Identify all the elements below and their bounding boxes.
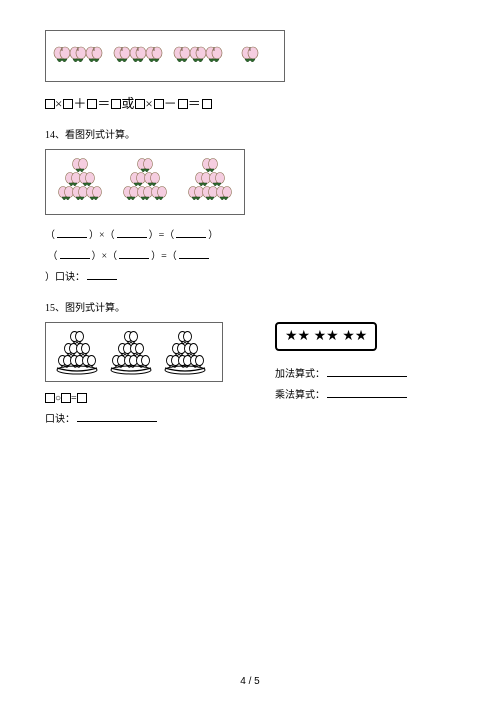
q14-eq3: ）口诀： [45,268,455,283]
q15-label: 15、图列式计算。 [45,299,455,314]
q15-koujue-label: 口诀： [45,414,75,425]
q15-right-col: ★★ ★★ ★★ 加法算式： 乘法算式： [275,322,415,407]
q13-equation: ×＋＝或×－＝ [45,93,455,112]
q14-pyramids-svg [50,154,240,210]
stars-box: ★★ ★★ ★★ [275,322,377,351]
q15-left-col: ○= 口诀： [45,322,255,431]
q15-add-label: 加法算式： [275,369,325,380]
q13-peaches-svg [50,35,280,77]
q14-image [45,149,245,215]
page-footer: 4 / 5 [0,676,500,687]
q13-image [45,30,285,82]
q15-koujue: 口诀： [45,410,255,425]
q14-eq1: （）×（）=（） [45,226,455,241]
q15-eq: ○= [45,393,255,404]
q15-mul-label: 乘法算式： [275,390,325,401]
q15-mul: 乘法算式： [275,386,415,401]
q15-add: 加法算式： [275,365,415,380]
q14-eq2: （）×（）=（ [45,247,455,262]
q14-label: 14、看图列式计算。 [45,126,455,141]
q15-image [45,322,223,382]
q15-row: ○= 口诀： ★★ ★★ ★★ 加法算式： 乘法算式： [45,322,455,431]
q15-pyramids-svg [49,326,219,378]
